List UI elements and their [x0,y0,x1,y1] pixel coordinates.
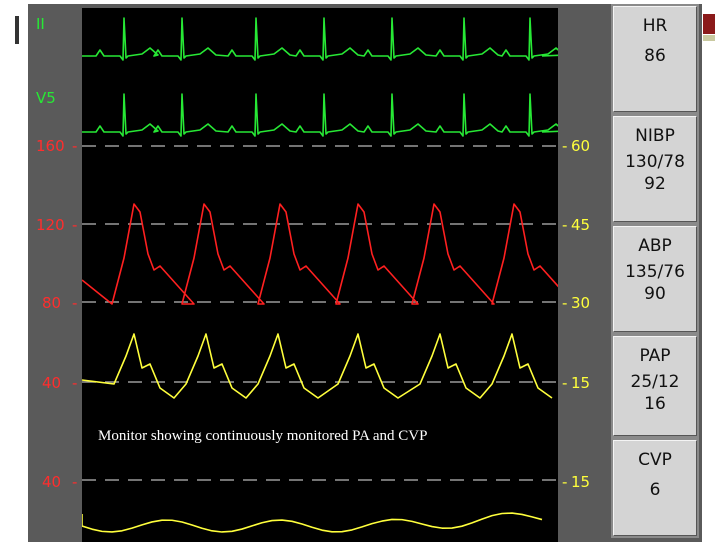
scale-label-pap-40: 40 [42,374,62,392]
vital-value: 6 [649,480,661,500]
corner-mark [703,14,715,34]
vital-value: 135/76 [625,262,685,282]
scale-label-right-45: 45 [571,216,591,234]
ecg-trace-ii [82,17,565,61]
scale-label-abp-160: 160 [36,137,65,155]
vital-mean: 16 [644,394,666,414]
vital-name: CVP [638,450,672,470]
corner-bar [15,16,19,44]
vitals-panel: HR 86 NIBP 130/78 92 ABP 135/76 90 PAP 2… [611,4,699,538]
scale-tick: - [72,137,78,155]
scale-label-cvp-40: 40 [42,473,62,491]
scale-label-right-60: 60 [571,137,591,155]
scale-tick: - [562,294,568,312]
lead-label-ii: II [36,15,45,33]
scale-label-right-cvp-15: 15 [571,473,591,491]
scale-label-abp-80: 80 [42,294,62,312]
scale-label-right-15: 15 [571,374,591,392]
vital-box-cvp: CVP 6 [613,440,697,536]
cvp-trace [81,512,543,533]
scale-tick: - [562,374,568,392]
vital-value: 130/78 [625,152,685,172]
monitor-caption: Monitor showing continuously monitored P… [98,428,428,444]
scale-tick: - [562,216,568,234]
waveform-canvas [81,17,575,533]
scale-tick: - [72,473,78,491]
scale-tick: - [562,473,568,491]
vital-name: PAP [639,346,671,366]
corner-mark-secondary [703,35,715,41]
scale-tick: - [562,137,568,155]
vital-value: 25/12 [630,372,680,392]
scale-label-right-30: 30 [571,294,591,312]
vital-value: 86 [644,46,666,66]
vital-name: HR [642,16,668,36]
scale-tick: - [72,294,78,312]
patient-monitor: II V5 160 120 80 40 40 - - - - - - 60 - … [28,4,702,542]
scale-label-abp-120: 120 [36,216,65,234]
ecg-trace-v5 [82,93,565,137]
vital-box-pap: PAP 25/12 16 [613,336,697,436]
vital-name: ABP [638,236,672,256]
lead-label-v5: V5 [36,89,56,107]
pap-trace [81,333,553,399]
scale-tick: - [72,374,78,392]
vital-box-hr: HR 86 [613,6,697,112]
waveform-screen [81,8,575,542]
vital-box-nibp: NIBP 130/78 92 [613,116,697,222]
vital-mean: 92 [644,174,666,194]
scale-tick: - [72,216,78,234]
vital-mean: 90 [644,284,666,304]
vital-box-abp: ABP 135/76 90 [613,226,697,332]
vital-name: NIBP [635,126,675,146]
abp-trace [81,203,575,305]
